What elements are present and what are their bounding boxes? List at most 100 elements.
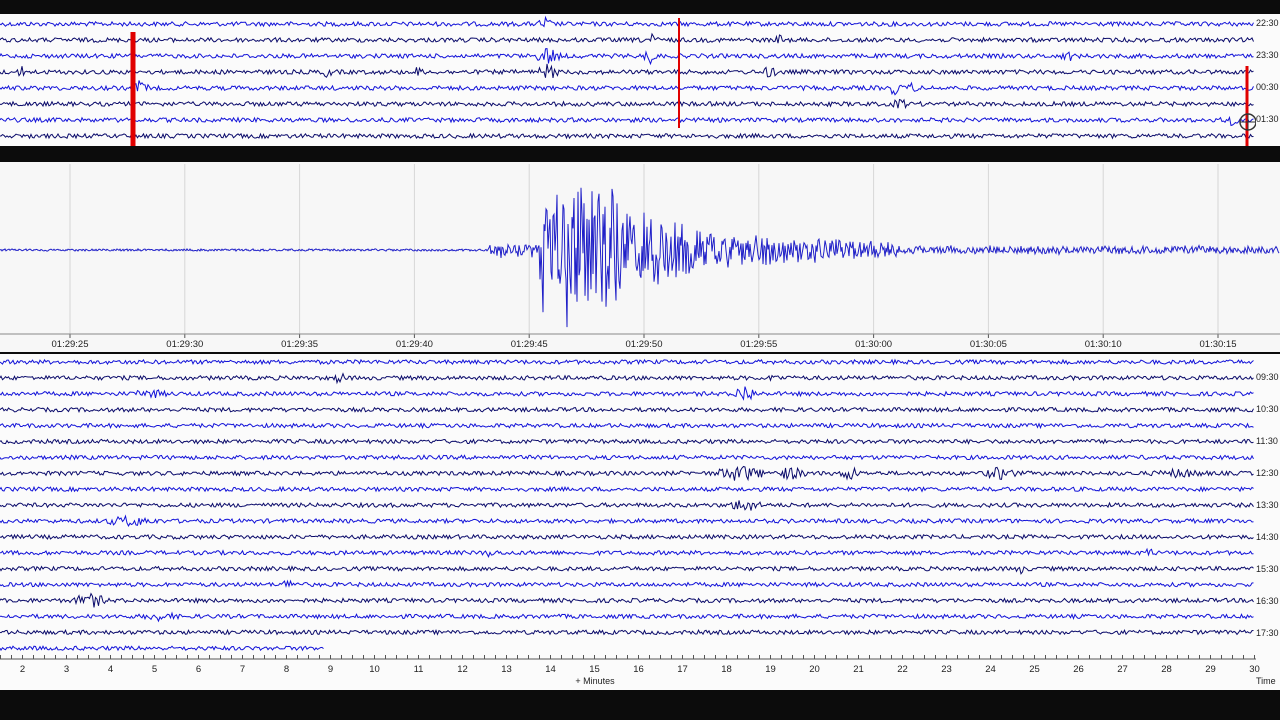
minute-tick-label: 13: [501, 664, 512, 675]
minute-tick-label: 28: [1161, 664, 1172, 675]
minute-tick-label: 23: [941, 664, 952, 675]
minute-tick-label: 12: [457, 664, 468, 675]
bottom-trace-row: [0, 533, 1254, 541]
zoom-trace-panel[interactable]: 01:29:25 01:29:30 01:29:35 01:29:40 01:29:45…: [0, 162, 1280, 352]
minute-tick-label: 3: [64, 664, 69, 675]
minute-tick-label: 29: [1205, 664, 1216, 675]
minute-tick-label: 2: [20, 664, 25, 675]
zoom-trace-plot: 01:29:25 01:29:30 01:29:35 01:29:40 01:29:45…: [0, 164, 1280, 350]
bottom-traces-group: [0, 358, 1254, 652]
minute-tick-label: 15: [589, 664, 600, 675]
minute-tick-label: 14: [545, 664, 556, 675]
bottom-hour-label: 15:30: [1256, 564, 1279, 574]
minute-tick-label: 27: [1117, 664, 1128, 675]
zoom-time-axis: 01:29:25 01:29:30 01:29:35 01:29:40 01:29:45…: [0, 333, 1280, 350]
bottom-trace-row: [0, 565, 1254, 575]
bottom-hour-label: 11:30: [1256, 436, 1278, 446]
zoom-time-label: 01:30:00: [855, 339, 892, 350]
bottom-trace-row: [0, 386, 1254, 401]
minute-tick-label: 21: [853, 664, 864, 675]
right-axis-title: Time: [1256, 676, 1276, 686]
bottom-hour-label: 13:30: [1256, 500, 1279, 510]
minute-tick-label: 5: [152, 664, 157, 675]
bottom-trace-row: [0, 465, 1254, 482]
top-trace-row: [0, 48, 1254, 66]
minutes-axis: 2 3 4 5 6 7 8 9 10 11 12 13 14 15 16 17 18 19 20 21 22 23 24 25…: [0, 655, 1260, 675]
bottom-trace-row: [0, 579, 1254, 588]
zoom-time-label: 01:30:15: [1200, 339, 1237, 350]
bottom-strip: [0, 690, 1280, 720]
minute-tick-label: 4: [108, 664, 113, 675]
zoom-time-label: 01:29:30: [166, 339, 203, 350]
top-hour-labels: 22:30 23:30 00:30 01:30: [1256, 14, 1280, 146]
top-trace-row: [0, 63, 1254, 78]
bottom-hour-label: 14:30: [1256, 532, 1279, 542]
zoom-waveform: [0, 187, 1280, 328]
top-helicorder-panel[interactable]: 22:30 23:30 00:30 01:30: [0, 14, 1280, 146]
bottom-trace-row: [0, 406, 1254, 414]
x-axis-title: + Minutes: [575, 676, 615, 686]
event-marker: [1245, 66, 1249, 146]
top-hour-label: 22:30: [1256, 18, 1279, 28]
bottom-helicorder-panel[interactable]: 09:30 10:30 11:30 12:30 13:30 14:30 15:30 16:30…: [0, 354, 1280, 690]
minute-tick-label: 26: [1073, 664, 1084, 675]
minute-tick-label: 24: [985, 664, 996, 675]
minute-tick-label: 16: [633, 664, 644, 675]
minute-tick-label: 19: [765, 664, 776, 675]
top-label-column: [1256, 14, 1280, 146]
zoom-time-label: 01:30:10: [1085, 339, 1122, 350]
bottom-trace-row: [0, 454, 1254, 461]
bottom-hour-labels: 09:30 10:30 11:30 12:30 13:30 14:30 15:30 16:30…: [1256, 354, 1280, 654]
minute-tick-label: 11: [414, 664, 424, 675]
bottom-hour-label: 09:30: [1256, 372, 1279, 382]
top-hour-label: 00:30: [1256, 82, 1279, 92]
minute-tick-label: 22: [897, 664, 908, 675]
bottom-trace-row: [0, 645, 324, 652]
minute-tick-label: 25: [1029, 664, 1040, 675]
zoom-time-label: 01:29:35: [281, 339, 318, 350]
bottom-trace-row: [0, 500, 1254, 511]
cursor-crosshair-icon[interactable]: [1239, 113, 1257, 131]
minute-tick-label: 8: [284, 664, 289, 675]
zoom-time-label: 01:29:55: [740, 339, 777, 350]
top-trace-row: [0, 15, 1254, 28]
top-trace-row: [0, 115, 1254, 127]
top-trace-row: [0, 32, 1254, 44]
bottom-hour-label: 17:30: [1256, 628, 1279, 638]
top-hour-label: 01:30: [1256, 114, 1279, 124]
minute-tick-label: 30: [1249, 664, 1260, 675]
bottom-trace-row: [0, 592, 1254, 608]
top-helicorder-plot: 22:30 23:30 00:30 01:30: [0, 14, 1280, 146]
zoom-time-label: 01:29:25: [52, 339, 89, 350]
minute-tick-label: 20: [809, 664, 820, 675]
bottom-hour-label: 10:30: [1256, 404, 1279, 414]
minute-tick-label: 9: [328, 664, 333, 675]
bottom-hour-label: 12:30: [1256, 468, 1279, 478]
minute-tick-label: 18: [721, 664, 732, 675]
bottom-trace-row: [0, 438, 1254, 445]
zoom-time-label: 01:29:50: [626, 339, 663, 350]
top-trace-row: [0, 132, 1254, 140]
zoom-time-label: 01:29:45: [511, 339, 548, 350]
bottom-trace-row: [0, 628, 1254, 636]
bottom-helicorder-plot: 09:30 10:30 11:30 12:30 13:30 14:30 15:30 16:30…: [0, 354, 1280, 686]
zoom-time-label: 01:29:40: [396, 339, 433, 350]
minute-tick-label: 7: [240, 664, 245, 675]
minute-tick-label: 17: [677, 664, 688, 675]
bottom-label-column: [1256, 354, 1280, 654]
bottom-trace-row: [0, 422, 1254, 430]
bottom-trace-row: [0, 372, 1254, 385]
bottom-trace-row: [0, 514, 1254, 527]
zoom-time-label: 01:30:05: [970, 339, 1007, 350]
bottom-trace-row: [0, 611, 1254, 623]
bottom-hour-label: 16:30: [1256, 596, 1279, 606]
bottom-trace-row: [0, 547, 1254, 558]
bottom-trace-row: [0, 485, 1254, 493]
minute-tick-label: 6: [196, 664, 201, 675]
top-trace-row: [0, 98, 1254, 110]
event-marker: [678, 18, 680, 128]
minute-tick-label: 10: [369, 664, 380, 675]
top-event-markers: [130, 18, 1249, 146]
event-marker: [130, 32, 136, 146]
